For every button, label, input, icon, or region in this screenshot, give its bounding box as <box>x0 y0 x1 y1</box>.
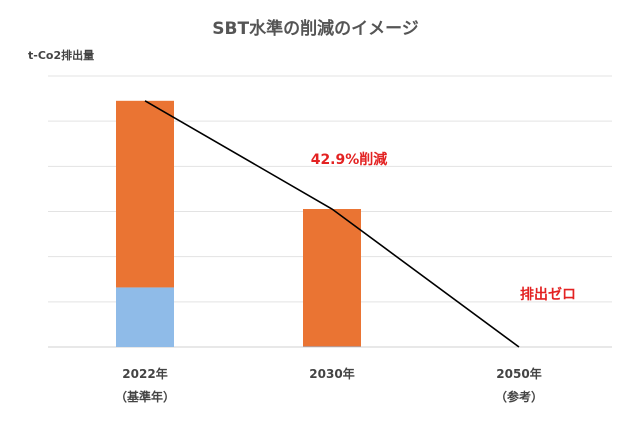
annotation-label: 42.9%削減 <box>311 151 388 168</box>
bar-segment-1-0 <box>116 100 174 288</box>
x-tick-label: 2030年 <box>309 366 354 381</box>
trend-line <box>144 100 520 348</box>
x-tick-sublabel: （基準年） <box>115 389 175 404</box>
bar-segment-0-0 <box>116 287 174 347</box>
y-axis-label: t-Co2排出量 <box>28 49 95 62</box>
x-tick-sublabel: （参考） <box>495 389 543 404</box>
annotation-label: 排出ゼロ <box>520 286 576 303</box>
bar-segment-1-1 <box>303 209 361 347</box>
x-tick-label: 2050年 <box>496 366 541 381</box>
chart-title: SBT水準の削減のイメージ <box>212 19 419 39</box>
x-tick-label: 2022年 <box>122 366 167 381</box>
